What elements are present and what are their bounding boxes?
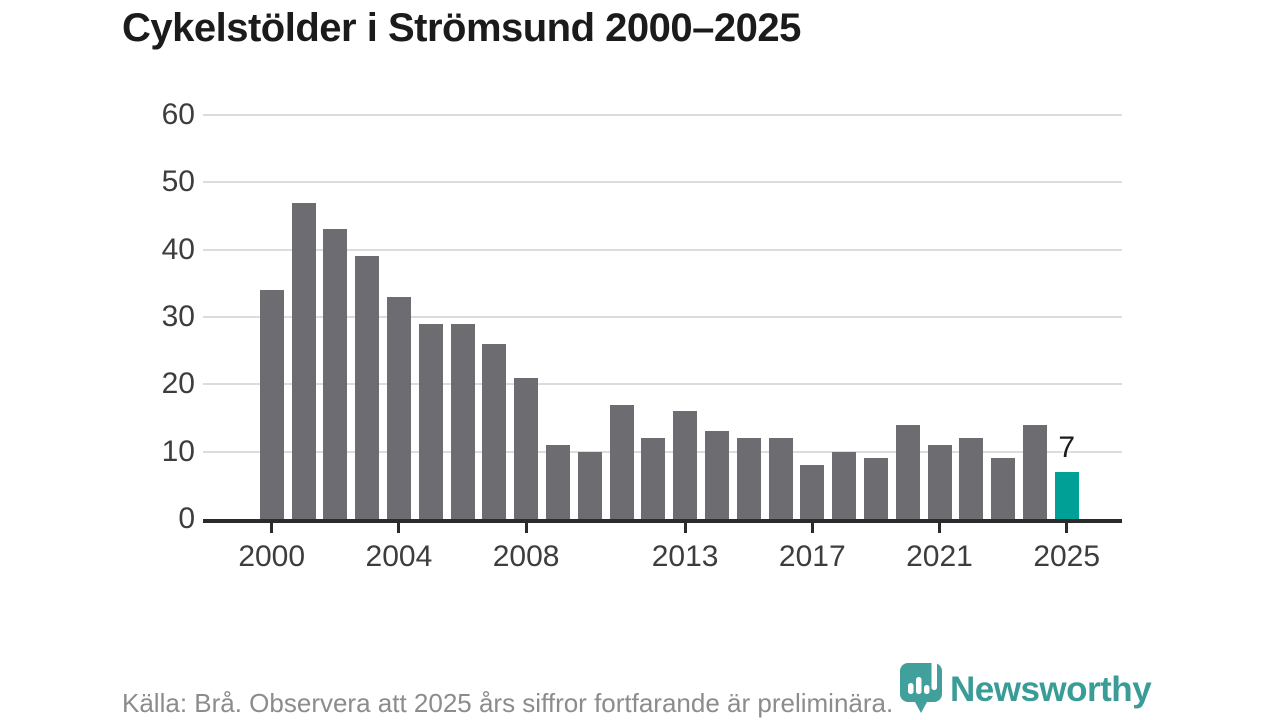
- x-tick-2021: [938, 519, 941, 533]
- x-tick-label-2017: 2017: [778, 540, 846, 573]
- y-tick-label-30: 30: [161, 300, 195, 333]
- bar-2023: [991, 458, 1016, 519]
- y-tick-label-50: 50: [161, 165, 195, 199]
- x-axis-line: [203, 519, 1122, 523]
- bar-2015: [736, 438, 761, 519]
- x-tick-2025: [1065, 519, 1069, 533]
- x-tick-label-2021: 2021: [906, 540, 973, 573]
- x-tick-2017: [810, 519, 814, 533]
- bar-2000: [259, 290, 284, 519]
- y-tick-label-60: 60: [161, 98, 195, 131]
- x-tick-label-2004: 2004: [365, 540, 433, 573]
- x-tick-label-2008: 2008: [492, 540, 560, 573]
- bar-2014: [704, 431, 729, 519]
- bar-2013: [673, 411, 698, 519]
- x-tick-2013: [683, 519, 687, 533]
- newsworthy-logo-icon: [900, 663, 942, 713]
- y-tick-label-20: 20: [161, 367, 195, 401]
- gridline-30: [203, 316, 1122, 318]
- chart-title: Cykelstölder i Strömsund 2000–2025: [122, 6, 801, 50]
- bar-2005: [418, 323, 443, 519]
- x-tick-label-2025: 2025: [1033, 540, 1101, 573]
- x-tick-2004: [397, 519, 401, 533]
- bar-2016: [768, 438, 793, 519]
- bar-2024: [1022, 424, 1047, 519]
- highlight-value-label: 7: [1058, 430, 1076, 464]
- bar-2009: [545, 444, 570, 519]
- bar-2006: [450, 323, 475, 519]
- x-tick-label-2013: 2013: [651, 540, 719, 573]
- newsworthy-logo-text: Newsworthy: [950, 670, 1152, 709]
- bar-2012: [641, 438, 666, 519]
- source-note: Källa: Brå. Observera att 2025 års siffr…: [122, 688, 894, 718]
- gridline-40: [203, 248, 1122, 251]
- bar-2019: [863, 458, 888, 519]
- bar-2008: [514, 377, 539, 519]
- bar-2017: [800, 465, 825, 519]
- x-tick-2000: [270, 519, 274, 533]
- newsworthy-logo: Newsworthy: [900, 663, 1152, 717]
- bar-2022: [959, 438, 984, 519]
- y-tick-label-0: 0: [178, 502, 195, 535]
- bar-2011: [609, 404, 634, 519]
- bar-2003: [355, 256, 380, 519]
- x-tick-label-2000: 2000: [238, 540, 306, 573]
- bar-2018: [832, 451, 857, 519]
- x-tick-2008: [524, 519, 528, 533]
- gridline-60: [203, 114, 1122, 116]
- bar-2020: [895, 424, 920, 519]
- bar-2002: [323, 229, 348, 519]
- bar-2010: [577, 451, 602, 519]
- gridline-20: [203, 383, 1122, 386]
- bar-2001: [291, 202, 316, 519]
- y-tick-label-40: 40: [161, 232, 195, 266]
- bar-2007: [482, 343, 507, 519]
- gridline-50: [203, 181, 1122, 184]
- bar-2025: [1054, 471, 1079, 519]
- bar-2021: [927, 444, 952, 519]
- bar-2004: [386, 296, 411, 519]
- y-tick-label-10: 10: [161, 434, 195, 468]
